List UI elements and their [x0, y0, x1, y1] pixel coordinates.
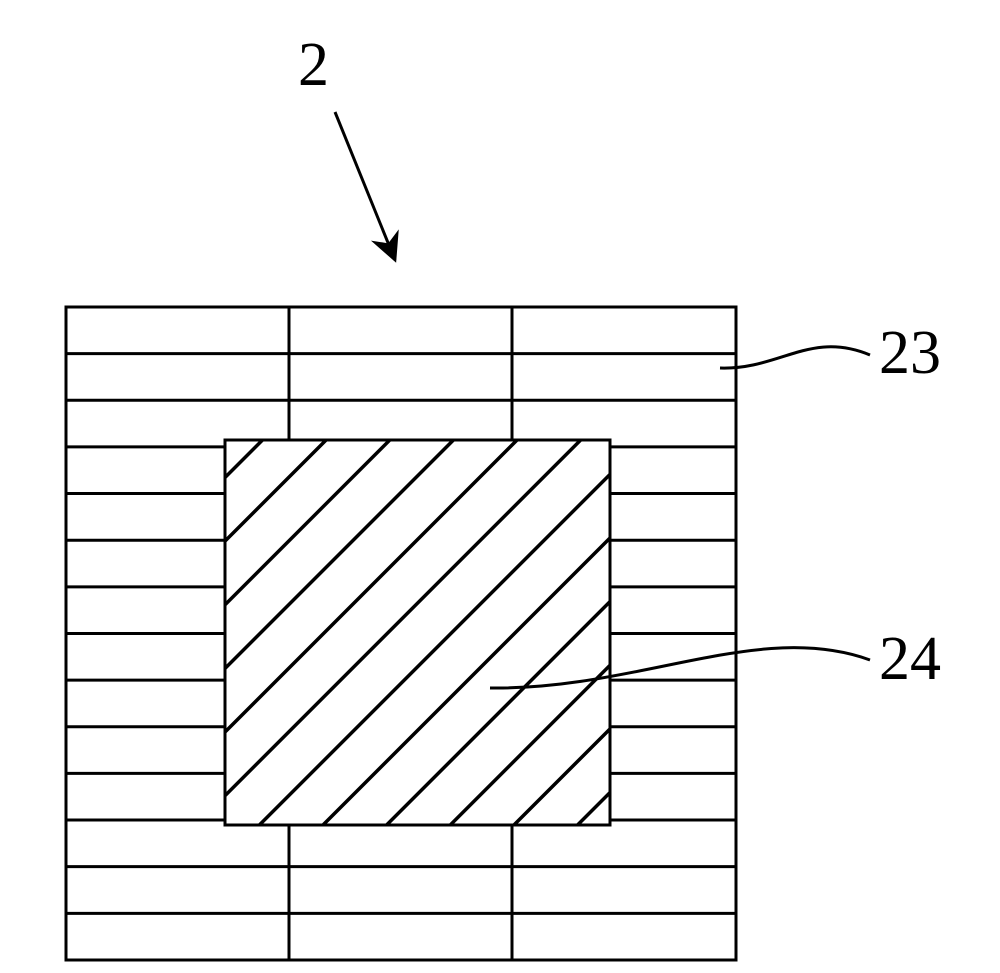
label-23: 23 — [879, 318, 941, 389]
arrow-2 — [335, 112, 395, 260]
label-24: 24 — [879, 624, 941, 695]
label-2: 2 — [298, 30, 329, 101]
technical-diagram — [0, 0, 1000, 973]
hatched-region — [225, 440, 610, 825]
leader-23 — [720, 347, 870, 368]
